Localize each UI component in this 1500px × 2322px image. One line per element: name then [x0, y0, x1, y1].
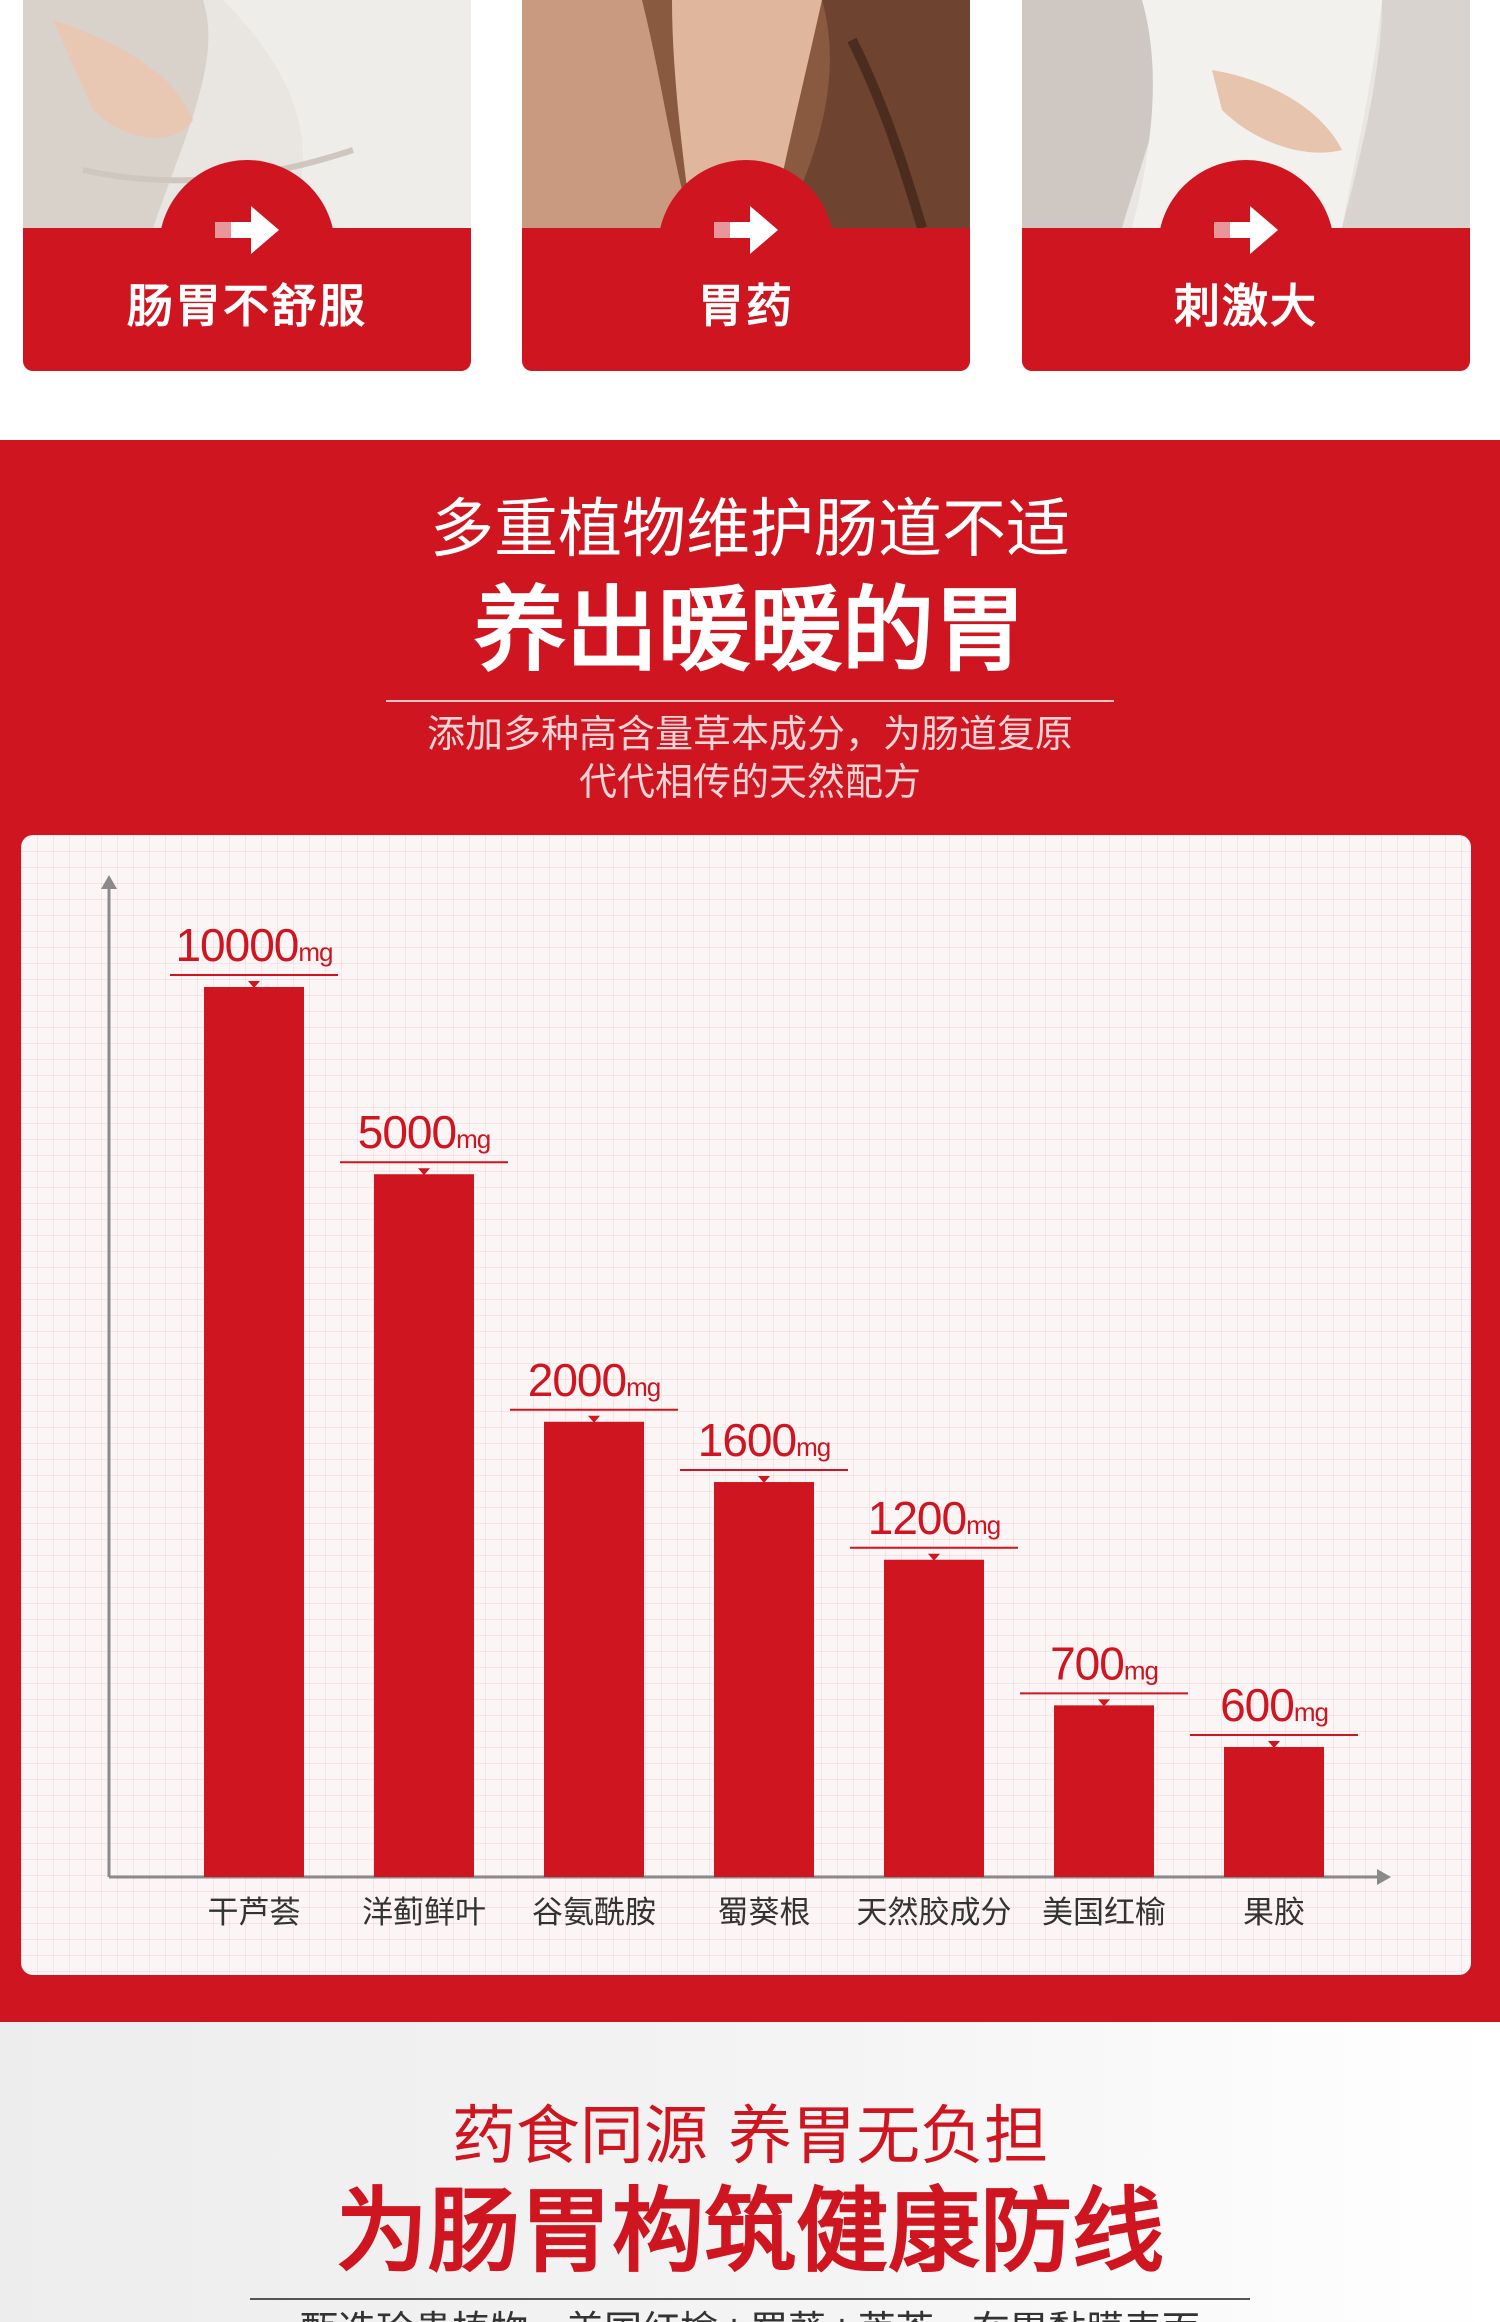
card-bump — [159, 160, 335, 336]
chart-bar — [544, 1421, 644, 1877]
bar-value-pointer — [418, 1168, 430, 1176]
chart-bar — [884, 1559, 984, 1877]
bar-value-pointer — [928, 1553, 940, 1561]
benefit-section: 药食同源 养胃无负担 为肠胃构筑健康防线 甄选珍贵植物，美国红榆+蜀葵+芦荟，在… — [0, 2022, 1500, 2322]
card-photo-stomach — [23, 0, 471, 228]
card-bump — [1158, 160, 1334, 336]
bar-value-label: 1200mg — [868, 1492, 1000, 1544]
section-subtitle-line1: 添加多种高含量草本成分，为肠道复原 — [426, 712, 1073, 756]
chart-bar — [204, 987, 304, 1877]
benefit-headline: 为肠胃构筑健康防线 — [335, 2178, 1164, 2285]
bar-value-pointer — [1098, 1699, 1110, 1707]
chart-panel: 10000mg 干芦荟 5000mg 洋蓟鲜叶 2000mg 谷氨酰胺 1600mg 蜀葵根 1… — [21, 835, 1471, 1975]
section-headline: 养出暖暖的胃 — [473, 577, 1026, 684]
bar-value-pointer — [758, 1476, 770, 1484]
ingredients-section: 多重植物维护肠道不适 养出暖暖的胃 添加多种高含量草本成分，为肠道复原 代代相传… — [0, 440, 1500, 2022]
section-title: 多重植物维护肠道不适 — [430, 493, 1070, 567]
problem-cards: 肠胃不舒服 胃药 — [0, 0, 1500, 380]
chart-bar — [1224, 1747, 1324, 1877]
card-label: 刺激大 — [1174, 279, 1318, 333]
card-label: 胃药 — [698, 279, 794, 333]
divider — [386, 700, 1114, 702]
section-subtitle-line2: 代代相传的天然配方 — [578, 760, 921, 804]
category-label: 果胶 — [1243, 1895, 1305, 1931]
category-label: 蜀葵根 — [718, 1895, 811, 1931]
bar-value-label: 700mg — [1050, 1637, 1158, 1689]
bar-value-label: 2000mg — [528, 1354, 660, 1406]
card-stomach-discomfort: 肠胃不舒服 — [23, 0, 471, 371]
benefit-subtitle: 甄选珍贵植物，美国红榆+蜀葵+芦荟，在胃黏膜表面 — [0, 2306, 1500, 2322]
benefit-title: 药食同源 养胃无负担 — [451, 2100, 1049, 2174]
bar-value-pointer — [248, 981, 260, 988]
chart-bar — [714, 1482, 814, 1877]
bar-chart: 10000mg 干芦荟 5000mg 洋蓟鲜叶 2000mg 谷氨酰胺 1600mg 蜀葵根 1… — [101, 875, 1391, 1931]
y-axis-arrow — [101, 875, 117, 889]
bar-value-label: 1600mg — [698, 1414, 830, 1466]
bar-value-pointer — [588, 1415, 600, 1423]
arrow-right-icon — [714, 206, 778, 254]
arrow-right-icon — [1214, 206, 1278, 254]
chart-bar — [374, 1174, 474, 1877]
card-stomach-medicine: 胃药 — [522, 0, 970, 371]
bar-value-label: 600mg — [1220, 1679, 1328, 1731]
bar-value-label: 10000mg — [175, 919, 332, 971]
card-bump — [658, 160, 834, 336]
divider — [250, 2298, 1250, 2300]
card-irritation: 刺激大 — [1022, 0, 1470, 371]
card-label: 肠胃不舒服 — [127, 279, 367, 333]
category-label: 美国红榆 — [1042, 1895, 1166, 1931]
bar-value-label: 5000mg — [358, 1106, 490, 1158]
category-label: 洋蓟鲜叶 — [362, 1895, 486, 1931]
bar-value-pointer — [1268, 1741, 1280, 1748]
x-axis-arrow — [1377, 1869, 1391, 1885]
arrow-right-icon — [215, 206, 279, 254]
category-label: 天然胶成分 — [857, 1895, 1012, 1931]
category-label: 谷氨酰胺 — [532, 1895, 656, 1931]
chart-bar — [1054, 1705, 1154, 1877]
category-label: 干芦荟 — [208, 1895, 301, 1931]
